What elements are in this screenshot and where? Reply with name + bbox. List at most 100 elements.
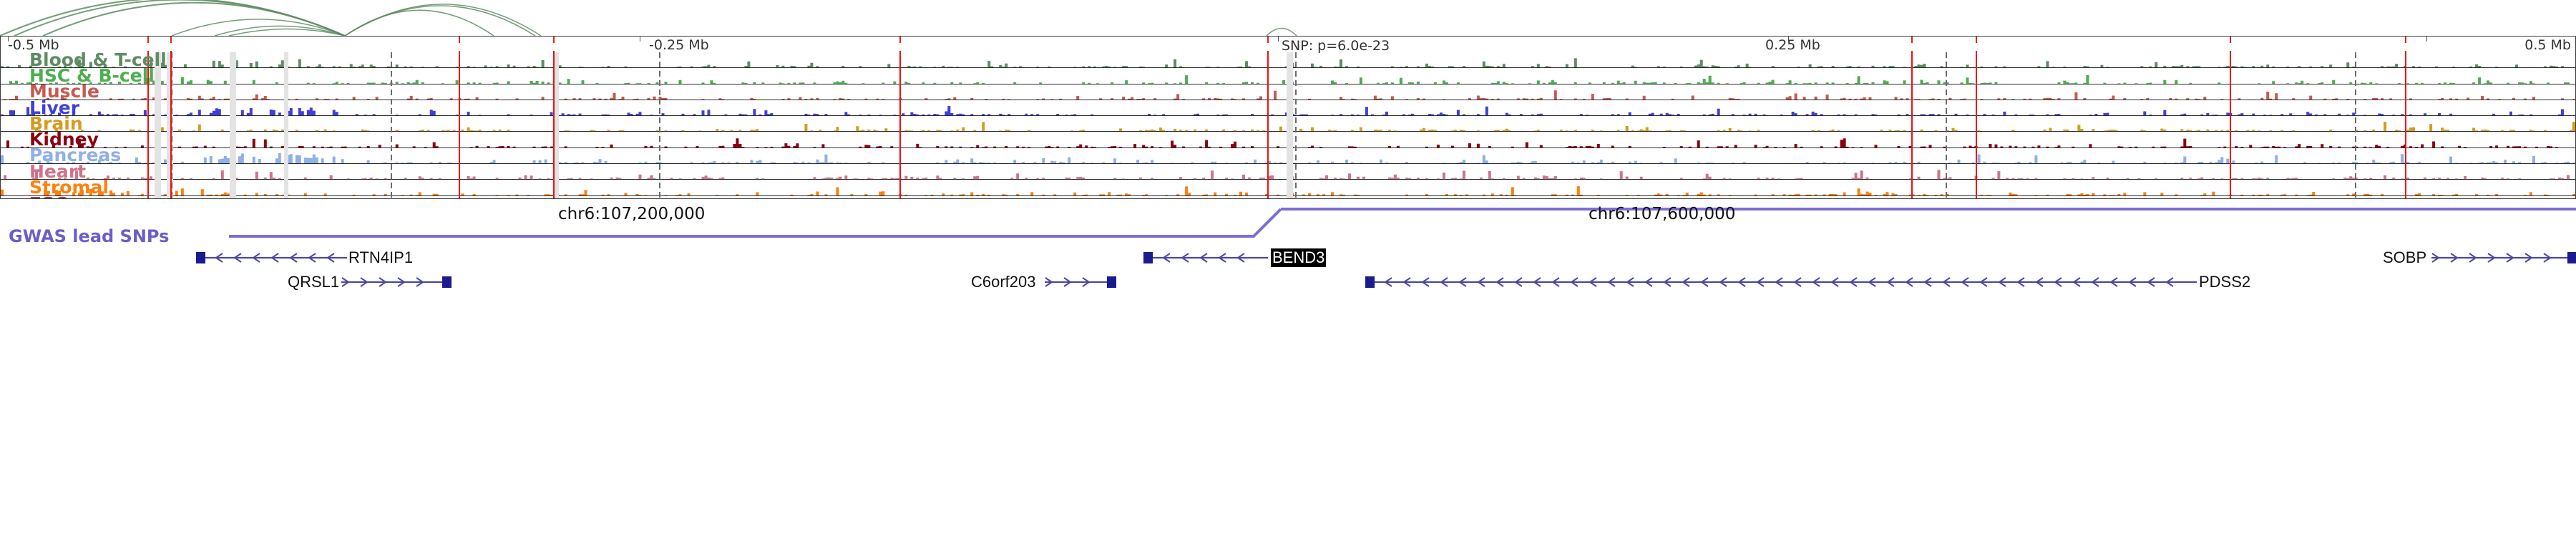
strand-arrow [1551, 277, 1560, 287]
strand-arrow [397, 277, 406, 287]
gene-name-label[interactable]: SOBP [2383, 248, 2427, 266]
strand-arrow [1589, 277, 1597, 287]
track-row-hsc-b-cell[interactable]: HSC & B-cell [1, 68, 2575, 84]
signal-profile [1, 148, 2575, 164]
strand-arrow [2431, 253, 2440, 263]
signal-profile [1, 84, 2575, 100]
chromatin-loop-arcs-panel [0, 0, 2576, 36]
strand-arrow [1181, 253, 1189, 263]
strand-arrow [1793, 277, 1802, 287]
strand-arrow [1384, 277, 1392, 287]
strand-arrow [1045, 277, 1053, 287]
chromatin-loop-arc [1266, 27, 1297, 36]
strand-arrow [2506, 253, 2514, 263]
track-label: Liver [29, 100, 80, 117]
strand-arrow [2147, 277, 2155, 287]
signal-path [6, 137, 2558, 147]
strand-arrow [1700, 277, 1709, 287]
strand-arrow [1199, 253, 1208, 263]
ruler-label: 0.5 Mb [2524, 37, 2571, 53]
strand-arrow [360, 277, 369, 287]
gene-name-label[interactable]: C6orf203 [971, 273, 1036, 291]
track-label: Brain [29, 116, 83, 132]
gene-exon-block [442, 276, 452, 288]
track-label: ESC [29, 196, 67, 198]
ruler-tick-variant [2230, 37, 2231, 43]
signal-path [1, 58, 2564, 68]
strand-arrow [2543, 253, 2552, 263]
gene-name-label[interactable]: QRSL1 [288, 273, 340, 291]
signal-path [4, 170, 2570, 180]
track-row-kidney[interactable]: Kidney [1, 132, 2575, 148]
strand-arrow [1979, 277, 1988, 287]
strand-arrow [2072, 277, 2081, 287]
strand-arrow [1830, 277, 1839, 287]
strand-arrow [2450, 253, 2459, 263]
strand-arrow [1514, 277, 1523, 287]
ruler-tick-variant [553, 37, 555, 43]
strand-arrow [1682, 277, 1690, 287]
signal-profile [1, 132, 2575, 147]
ruler-label: -0.5 Mb [8, 37, 59, 53]
track-label: HSC & B-cell [29, 68, 155, 84]
ruler-tick-variant [170, 37, 172, 43]
strand-arrow [1775, 277, 1783, 287]
gene-name-label[interactable]: RTN4IP1 [348, 248, 414, 266]
track-label: Pancreas [29, 147, 122, 165]
chromatin-loop-arc [344, 4, 542, 36]
ruler-tick-variant [1911, 37, 1913, 43]
ruler-tick [8, 37, 9, 42]
gene-exon-block [2567, 252, 2576, 263]
gwas-lead-snps-label: GWAS lead SNPs [9, 226, 170, 246]
strand-arrow [2165, 277, 2174, 287]
strand-arrow [1663, 277, 1672, 287]
strand-arrow [1756, 277, 1765, 287]
track-row-esc[interactable]: ESC [1, 196, 2575, 198]
strand-arrow [2487, 253, 2496, 263]
strand-arrow [1477, 277, 1485, 287]
track-row-liver[interactable]: Liver [1, 100, 2575, 117]
chromatin-loop-arc [214, 25, 346, 36]
strand-arrow [2128, 277, 2137, 287]
strand-arrow [2091, 277, 2099, 287]
strand-arrow [416, 277, 424, 287]
strand-arrow [1162, 253, 1171, 263]
strand-arrow [1218, 253, 1226, 263]
strand-arrow [1440, 277, 1448, 287]
strand-arrow [1737, 277, 1746, 287]
signal-profile [1, 100, 2575, 116]
strand-arrow [2054, 277, 2062, 287]
signal-path [1, 185, 2575, 195]
gene-exon-block [1143, 252, 1153, 263]
strand-arrow [1496, 277, 1504, 287]
signal-path [9, 74, 2570, 84]
track-row-blood-t-cell[interactable]: Blood & T-cell [1, 52, 2575, 69]
signal-path [1, 153, 2575, 164]
track-row-muscle[interactable]: Muscle [1, 84, 2575, 100]
strand-arrow [1063, 277, 1072, 287]
strand-arrow [270, 253, 279, 263]
strand-arrow [1082, 277, 1091, 287]
track-row-brain[interactable]: Brain [1, 116, 2575, 132]
ruler-tick [1278, 37, 1279, 42]
track-row-pancreas[interactable]: Pancreas [1, 147, 2575, 165]
track-row-heart[interactable]: Heart [1, 164, 2575, 180]
ruler-tick-variant [147, 37, 149, 43]
track-label: Heart [29, 164, 87, 180]
gene-name-label[interactable]: PDSS2 [2199, 273, 2251, 291]
track-row-stromal[interactable]: Stromal [1, 180, 2575, 196]
strand-arrow [289, 253, 298, 263]
gene-name-label[interactable]: BEND3 [1271, 248, 1327, 267]
strand-arrow [1812, 277, 1820, 287]
ruler-label: -0.25 Mb [649, 37, 709, 53]
chromatin-loop-arc [344, 5, 536, 36]
strand-arrow [215, 253, 223, 263]
signal-path [1, 106, 2564, 116]
ruler-tick [2426, 37, 2427, 42]
strand-arrow [1923, 277, 1932, 287]
strand-arrow [1533, 277, 1541, 287]
strand-arrow [341, 277, 350, 287]
strand-arrow [1607, 277, 1616, 287]
signal-profile [1, 68, 2575, 84]
lead-snp-pvalue-label: SNP: p=6.0e-23 [1282, 38, 1390, 54]
